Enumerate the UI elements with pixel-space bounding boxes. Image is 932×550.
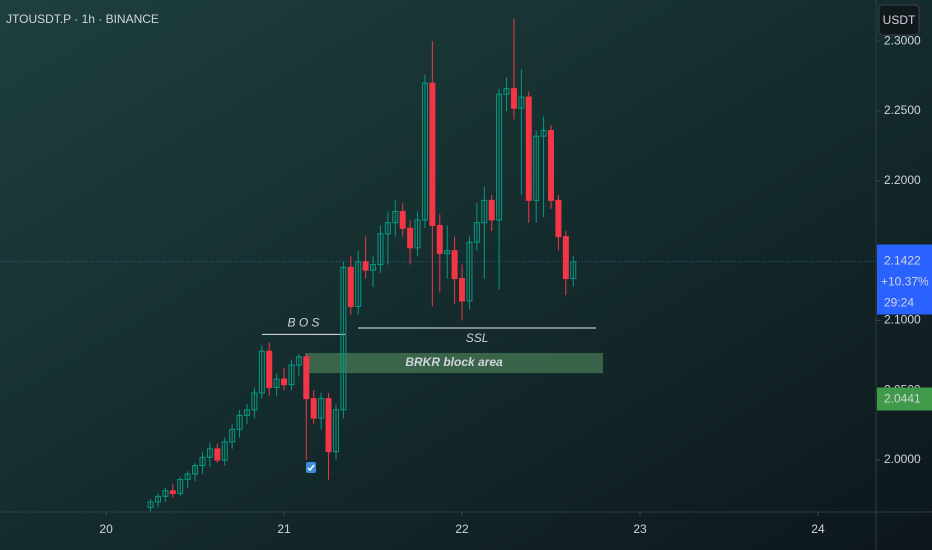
- x-tick-label: 20: [99, 522, 113, 536]
- candle-body: [206, 448, 213, 458]
- candle-body: [288, 364, 295, 386]
- change-label: +10.37%: [881, 275, 929, 289]
- candle-body: [407, 227, 414, 249]
- candle-body: [525, 96, 532, 201]
- candle-body: [444, 250, 451, 254]
- candle-body: [555, 199, 562, 238]
- x-tick-label: 24: [811, 522, 825, 536]
- plot-area: B O S SSL BRKR block area: [0, 18, 876, 512]
- candle-body: [340, 266, 347, 411]
- candle-body: [199, 456, 206, 467]
- last-price-box: [877, 244, 932, 315]
- candle-body: [162, 490, 169, 497]
- candle-body: [332, 409, 339, 453]
- level-label: B O S: [288, 316, 320, 330]
- currency-label[interactable]: USDT: [883, 13, 916, 27]
- y-tick-label: 2.3000: [884, 33, 921, 47]
- level-price-label: 2.0441: [884, 392, 921, 406]
- level-price-box: [877, 387, 932, 411]
- chart-title: JTOUSDT.P · 1h · BINANCE: [6, 12, 159, 26]
- y-tick-label: 2.1000: [884, 313, 921, 327]
- y-tick-label: 2.0000: [884, 452, 921, 466]
- candle-body: [481, 199, 488, 224]
- candle-body: [533, 135, 540, 201]
- currency-button[interactable]: USDT: [878, 4, 920, 36]
- candle-body: [421, 82, 428, 221]
- candle-body: [318, 398, 325, 419]
- candle-body: [510, 88, 517, 109]
- candle-body: [540, 130, 547, 137]
- candle-body: [473, 222, 480, 243]
- countdown-label: 29:24: [884, 296, 914, 310]
- candle-body: [214, 448, 221, 461]
- x-tick-label: 21: [277, 522, 291, 536]
- candle-body: [570, 261, 577, 280]
- candle-body: [310, 398, 317, 419]
- candle-body: [548, 130, 555, 201]
- y-tick-label: 2.2000: [884, 173, 921, 187]
- level-label: SSL: [466, 331, 489, 345]
- candle-body: [177, 479, 184, 495]
- candle-body: [266, 350, 273, 388]
- overlay: 2.00002.05002.10002.15002.20002.25002.30…: [99, 33, 932, 536]
- candle-body: [414, 219, 421, 249]
- candle-body: [399, 211, 406, 229]
- candle-body: [496, 93, 503, 221]
- candle-body: [147, 501, 154, 509]
- candle-body: [518, 96, 525, 109]
- y-tick-label: 2.2500: [884, 103, 921, 117]
- candle-body: [243, 409, 250, 416]
- candle-body: [466, 241, 473, 302]
- candle-body: [355, 261, 362, 307]
- candle-body: [229, 428, 236, 443]
- candle-body: [451, 250, 458, 280]
- candle-body: [281, 378, 288, 386]
- x-tick-label: 23: [633, 522, 647, 536]
- candle-body: [325, 398, 332, 453]
- candle-body: [221, 441, 228, 461]
- candle-body: [169, 490, 176, 495]
- candle-body: [184, 473, 191, 481]
- candle-body: [488, 199, 495, 221]
- candle-body: [459, 278, 466, 302]
- candle-body: [362, 261, 369, 271]
- candle-body: [429, 82, 436, 226]
- candle-body: [236, 414, 243, 430]
- zone-label: BRKR block area: [405, 355, 503, 369]
- last-price-label: 2.1422: [884, 254, 921, 268]
- candle-body: [154, 495, 161, 503]
- candle-body: [303, 356, 310, 400]
- candle-body: [258, 350, 265, 394]
- x-tick-label: 22: [455, 522, 469, 536]
- candle-body: [295, 356, 302, 366]
- block-zone: [305, 352, 603, 374]
- candle-body: [370, 264, 377, 271]
- candle-body: [392, 211, 399, 224]
- candle-body: [347, 266, 354, 307]
- candle-body: [384, 222, 391, 235]
- candle-body: [377, 233, 384, 266]
- candle-body: [562, 236, 569, 280]
- candle-body: [192, 465, 199, 475]
- candle-body: [436, 224, 443, 254]
- check-icon: [306, 462, 316, 473]
- candle-body: [503, 88, 510, 95]
- candle-body: [273, 378, 280, 388]
- candle-body: [251, 392, 258, 411]
